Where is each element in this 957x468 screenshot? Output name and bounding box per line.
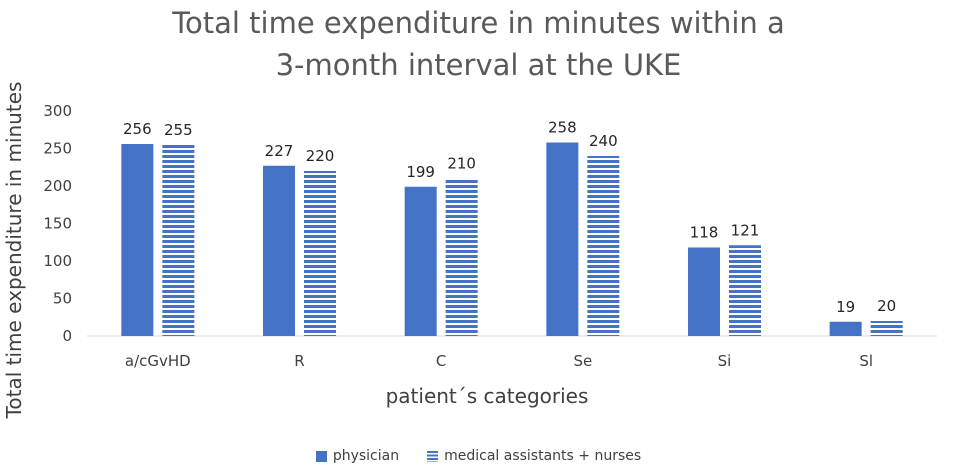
y-axis-title: Total time expenditure in minutes — [2, 82, 26, 420]
data-label: 121 — [731, 221, 760, 239]
x-axis-title: patient´s categories — [386, 384, 589, 408]
bar-physician — [404, 186, 437, 336]
legend-swatch-striped — [427, 450, 439, 462]
bar-assistants-nurses — [162, 144, 195, 336]
data-label: 220 — [306, 147, 335, 165]
chart-title-line-1: Total time expenditure in minutes within… — [172, 6, 785, 40]
y-tick-label: 100 — [43, 252, 72, 270]
legend: physician medical assistants + nurses — [0, 448, 957, 464]
bar-physician — [121, 144, 154, 336]
legend-label-assistants-nurses: medical assistants + nurses — [444, 448, 642, 464]
x-tick-label: Si — [718, 352, 732, 370]
y-tick-label: 0 — [62, 327, 72, 345]
bar-assistants-nurses — [445, 178, 478, 336]
data-label: 255 — [164, 121, 193, 139]
bars — [121, 142, 903, 336]
y-tick-label: 300 — [43, 102, 72, 120]
data-label: 20 — [877, 297, 896, 315]
legend-swatch-solid — [315, 450, 327, 462]
data-label: 199 — [406, 163, 435, 181]
data-label: 258 — [548, 119, 577, 137]
y-axis-ticks: 0 50 100 150 200 250 300 — [43, 102, 72, 345]
chart-title-line-2: 3-month interval at the UKE — [275, 48, 682, 82]
y-tick-label: 150 — [43, 215, 72, 233]
bar-assistants-nurses — [304, 171, 336, 336]
data-label: 256 — [123, 120, 152, 138]
bar-physician — [263, 165, 295, 336]
bar-assistants-nurses — [729, 245, 761, 336]
x-axis-ticks: a/cGvHD R C Se Si Sl — [125, 352, 873, 370]
x-tick-label: Se — [573, 352, 592, 370]
bar-physician — [546, 142, 579, 336]
data-label: 240 — [589, 132, 618, 150]
bar-physician — [829, 321, 862, 336]
legend-item-physician: physician — [315, 448, 400, 464]
x-tick-label: a/cGvHD — [125, 352, 191, 370]
data-labels: 256 255 227 220 199 210 258 240 118 121 19 20 — [123, 119, 896, 316]
bar-chart: 0 50 100 150 200 250 300 256 255 227 220 199 210 258… — [2, 82, 937, 420]
y-tick-label: 50 — [53, 290, 72, 308]
x-tick-label: C — [436, 352, 446, 370]
data-label: 227 — [265, 142, 294, 160]
data-label: 19 — [836, 298, 855, 316]
data-label: 210 — [447, 155, 476, 173]
bar-assistants-nurses — [587, 156, 620, 336]
legend-item-assistants-nurses: medical assistants + nurses — [427, 448, 641, 464]
bar-physician — [688, 247, 720, 336]
bar-assistants-nurses — [870, 321, 903, 336]
y-tick-label: 250 — [43, 140, 72, 158]
y-tick-label: 200 — [43, 177, 72, 195]
x-tick-label: Sl — [859, 352, 873, 370]
x-tick-label: R — [294, 352, 304, 370]
legend-label-physician: physician — [332, 448, 400, 464]
data-label: 118 — [690, 224, 719, 242]
